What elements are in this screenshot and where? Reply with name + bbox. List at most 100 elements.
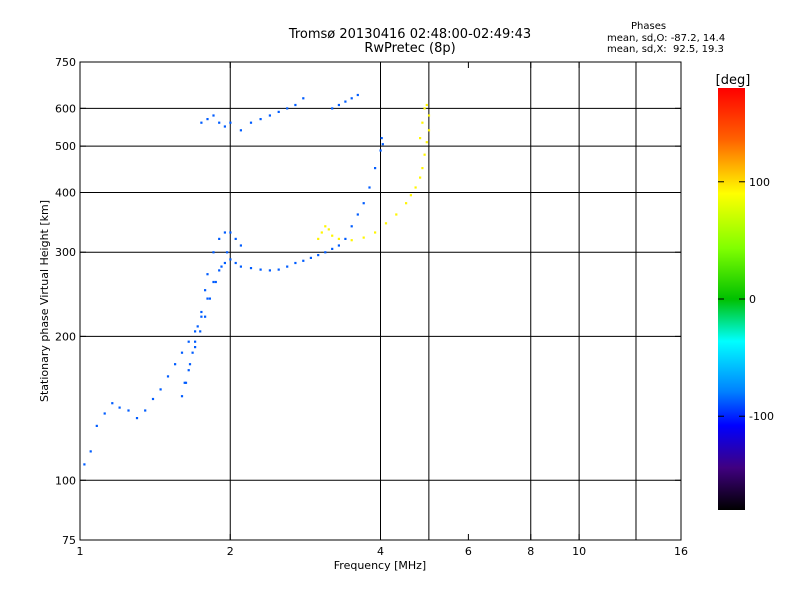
data-point — [199, 330, 202, 333]
data-point — [356, 213, 359, 216]
phases-mean-sd-o: mean, sd,O: -87.2, 14.4 — [607, 33, 726, 44]
data-point — [337, 237, 340, 240]
data-point — [427, 129, 431, 132]
data-point — [223, 231, 226, 234]
x-tick-label: 16 — [674, 545, 688, 558]
data-point — [249, 267, 253, 270]
data-point — [421, 167, 424, 170]
data-point — [317, 254, 320, 257]
data-point — [350, 225, 353, 228]
data-point — [234, 237, 237, 240]
data-point — [151, 397, 155, 401]
data-point — [135, 417, 139, 420]
x-tick-label: 8 — [527, 545, 534, 558]
data-point — [309, 256, 312, 259]
chart-title-line1: Tromsø 20130416 02:48:00-02:49:43 — [288, 27, 532, 42]
data-point — [384, 222, 388, 225]
data-point — [89, 450, 92, 453]
data-point — [220, 265, 223, 268]
colorbar-tick-label: 0 — [749, 293, 756, 306]
data-point — [268, 114, 271, 117]
data-point — [234, 261, 237, 265]
data-point — [320, 231, 323, 234]
data-point — [427, 114, 431, 117]
data-point — [204, 289, 207, 292]
y-tick-labels: 75 100 200 300 400 500 600 750 — [55, 56, 76, 547]
data-point — [208, 297, 211, 300]
data-point — [212, 114, 215, 117]
data-point — [226, 251, 229, 254]
data-point — [356, 93, 359, 97]
data-point — [204, 315, 207, 318]
data-point — [327, 228, 330, 231]
data-point — [183, 381, 186, 384]
y-tick-label: 75 — [62, 534, 76, 547]
data-point — [423, 107, 426, 110]
data-point — [324, 251, 327, 254]
x-tick-label: 2 — [227, 545, 234, 558]
y-tick-label: 100 — [55, 474, 76, 487]
colorbar-unit: [deg] — [716, 73, 751, 88]
data-point — [239, 129, 242, 132]
y-tick-label: 200 — [55, 330, 76, 343]
data-point — [200, 121, 203, 124]
data-point — [423, 153, 426, 156]
data-point — [395, 213, 398, 216]
data-point — [83, 463, 86, 466]
data-point — [425, 103, 428, 107]
y-tick-label: 500 — [55, 140, 76, 153]
data-point — [350, 239, 353, 242]
data-point — [405, 202, 408, 205]
data-point — [337, 244, 340, 247]
data-point — [380, 137, 383, 140]
data-point — [414, 186, 417, 189]
data-point — [368, 186, 371, 189]
data-point — [374, 231, 377, 234]
data-point — [331, 247, 334, 250]
data-point — [379, 149, 382, 152]
data-point — [111, 402, 114, 405]
chart-title-line2: RwPretec (8p) — [364, 41, 456, 56]
data-point — [409, 194, 412, 197]
x-tick-labels: 1 2 4 6 8 10 16 — [77, 545, 689, 558]
data-point — [277, 268, 280, 271]
data-point — [218, 269, 221, 272]
data-point — [180, 395, 184, 398]
y-axis-label: Stationary phase Virtual Height [km] — [38, 200, 51, 402]
data-point — [184, 381, 188, 384]
data-point — [229, 231, 232, 234]
data-point — [194, 346, 197, 349]
phases-heading: Phases — [631, 21, 667, 32]
colorbar-ticks: 100 0 -100 — [718, 176, 774, 423]
scatter-points — [83, 93, 431, 466]
phases-mean-sd-x: mean, sd,X: 92.5, 19.3 — [607, 44, 724, 55]
data-point — [206, 118, 209, 121]
data-point — [259, 118, 262, 121]
data-point — [103, 412, 106, 415]
data-point — [229, 121, 232, 124]
data-point — [144, 409, 147, 412]
data-point — [344, 100, 347, 103]
data-point — [381, 143, 384, 146]
data-point — [206, 297, 209, 300]
data-point — [374, 167, 377, 170]
data-point — [419, 137, 422, 140]
data-point — [187, 369, 190, 372]
y-tick-label: 750 — [55, 56, 76, 69]
data-point — [118, 406, 121, 409]
data-point — [127, 409, 130, 412]
data-point — [239, 244, 242, 247]
x-tick-label: 6 — [465, 545, 472, 558]
y-tick-label: 400 — [55, 186, 76, 199]
data-point — [223, 261, 226, 265]
data-point — [331, 107, 334, 110]
data-point — [286, 107, 289, 110]
data-point — [159, 388, 162, 391]
data-point — [350, 97, 353, 100]
data-point — [294, 103, 297, 107]
colorbar-tick-label: 100 — [749, 176, 770, 189]
data-point — [302, 259, 305, 262]
data-point — [324, 225, 327, 228]
data-point — [302, 97, 305, 100]
